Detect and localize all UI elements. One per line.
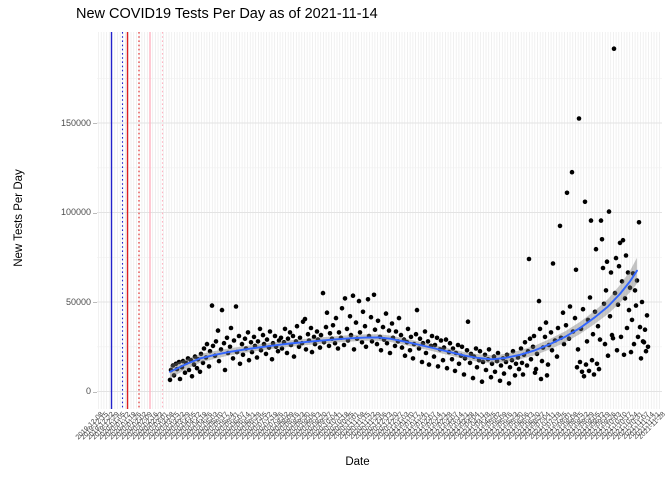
y-tick-label: 50000 <box>65 296 91 307</box>
y-tick-mark <box>93 391 97 393</box>
plot-panel <box>97 32 662 409</box>
y-tick-label: 150000 <box>60 117 91 128</box>
x-axis-title: Date <box>345 456 370 468</box>
y-tick-label: 100000 <box>60 207 91 217</box>
horizontal-gridlines <box>97 77 662 393</box>
event-vlines <box>110 32 164 409</box>
y-tick-label: 0 <box>85 386 91 396</box>
y-tick-mark <box>93 212 97 214</box>
chart-title: New COVID19 Tests Per Day as of 2021-11-… <box>76 6 378 22</box>
smooth-line <box>169 269 638 373</box>
y-tick-mark <box>93 302 97 303</box>
plot-panel-svg <box>97 32 662 409</box>
y-tick-mark <box>93 123 97 124</box>
y-axis-title: New Tests Per Day <box>13 169 25 267</box>
vertical-gridlines <box>98 32 660 409</box>
panel-background <box>97 32 662 409</box>
